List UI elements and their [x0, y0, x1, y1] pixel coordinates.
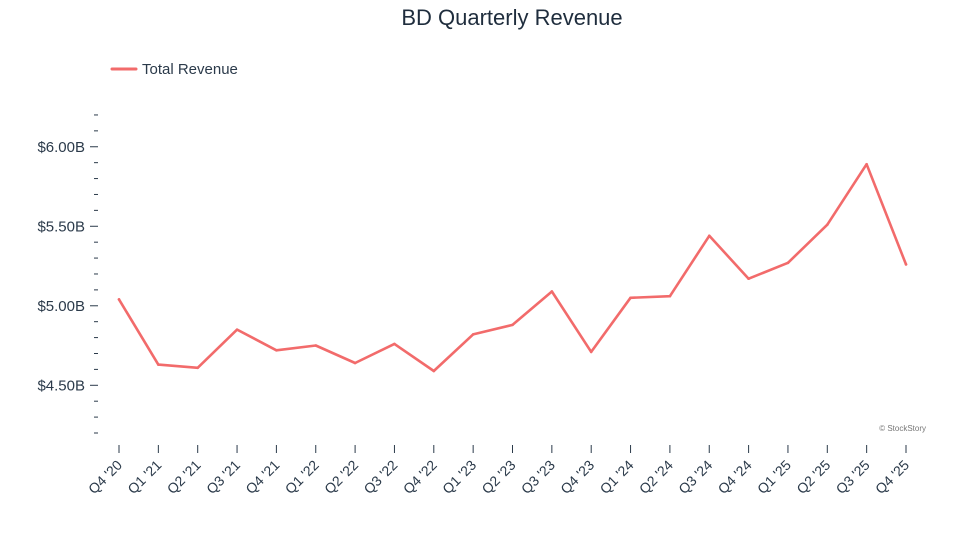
x-tick-label: Q3 '24 — [675, 457, 715, 497]
y-axis: $4.50B $5.00B $5.50B $6.00B — [37, 114, 98, 434]
x-tick-label: Q2 '24 — [636, 457, 676, 497]
data-point — [432, 369, 436, 373]
x-axis: Q4 '20 Q1 '21 Q2 '21 Q3 '21 Q4 '21 Q1 '22 Q2 '… — [85, 445, 912, 497]
credit-label: © StockStory — [879, 424, 926, 433]
data-point — [747, 277, 750, 281]
x-tick-label: Q2 '25 — [793, 457, 833, 497]
x-tick-label: Q4 '22 — [400, 457, 440, 497]
series-layer — [117, 162, 908, 373]
legend-label-total-revenue: Total Revenue — [142, 61, 238, 78]
data-point — [117, 298, 121, 301]
data-point — [511, 323, 514, 327]
x-tick-label: Q1 '23 — [439, 457, 479, 497]
x-tick-label: Q4 '25 — [872, 457, 912, 497]
x-tick-label: Q4 '20 — [85, 457, 125, 497]
x-tick-label: Q4 '21 — [242, 457, 282, 497]
data-point — [314, 344, 318, 347]
data-point — [826, 223, 829, 226]
data-point — [904, 263, 908, 266]
data-point — [668, 294, 672, 298]
x-tick-label: Q2 '23 — [478, 457, 518, 497]
x-tick-label: Q3 '22 — [360, 457, 400, 497]
y-tick-label: $5.00B — [37, 298, 85, 315]
x-tick-label: Q1 '22 — [282, 457, 322, 497]
x-tick-label: Q3 '23 — [518, 457, 558, 497]
chart-title: BD Quarterly Revenue — [401, 5, 622, 30]
data-point — [157, 363, 160, 366]
data-point — [353, 361, 357, 365]
x-tick-label: Q1 '21 — [124, 457, 164, 497]
x-tick-label: Q3 '21 — [203, 457, 243, 497]
data-point — [471, 333, 475, 336]
data-point — [550, 290, 554, 293]
x-tick-label: Q1 '24 — [596, 457, 636, 497]
data-point — [275, 349, 278, 352]
x-tick-label: Q2 '21 — [164, 457, 204, 497]
series-line-total-revenue — [117, 162, 908, 373]
data-point — [196, 366, 199, 370]
data-point — [865, 162, 868, 166]
x-tick-label: Q3 '25 — [833, 457, 873, 497]
y-tick-label: $5.50B — [37, 218, 85, 235]
x-tick-label: Q2 '22 — [321, 457, 361, 497]
x-tick-label: Q4 '23 — [557, 457, 597, 497]
y-tick-label: $4.50B — [37, 377, 85, 394]
x-tick-label: Q1 '25 — [754, 457, 794, 497]
data-point — [589, 350, 593, 354]
data-point — [629, 296, 632, 300]
legend: Total Revenue — [110, 61, 238, 78]
data-point — [235, 328, 239, 331]
data-point — [707, 234, 711, 238]
y-tick-label: $6.00B — [37, 139, 85, 156]
data-point — [786, 261, 790, 265]
x-tick-label: Q4 '24 — [715, 457, 755, 497]
data-point — [393, 342, 396, 346]
